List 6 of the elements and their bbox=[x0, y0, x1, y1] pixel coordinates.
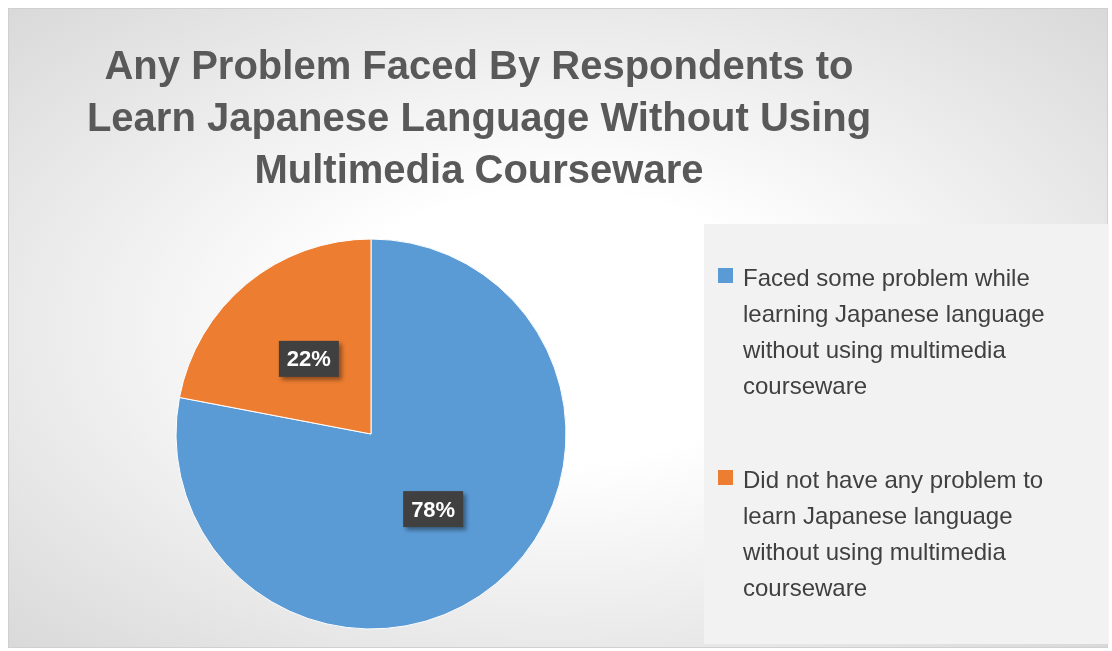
data-label: 22% bbox=[286, 346, 331, 372]
chart-title: Any Problem Faced By Respondents to Learn Japanese Language Without Using Multimedia Courseware bbox=[85, 42, 873, 193]
legend-label: Faced some problem while learning Japanese language without using multimedia courseware bbox=[743, 263, 1046, 401]
data-label: 78% bbox=[411, 496, 456, 522]
pie-slice bbox=[175, 238, 567, 630]
legend-label: Did not have any problem to learn Japanese language without using multimedia courseware bbox=[743, 465, 1045, 603]
